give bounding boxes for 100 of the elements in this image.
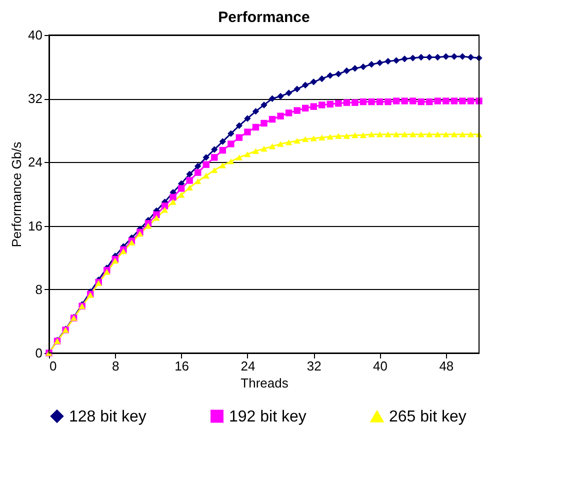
point [153,214,160,221]
point [450,131,458,138]
point [244,128,251,136]
x-tick-label: 40 [373,358,388,374]
point [219,146,226,154]
point [409,54,416,62]
point [450,53,458,60]
point [104,269,110,275]
point [352,99,358,106]
point [178,185,185,192]
point [302,104,309,112]
point [459,131,466,138]
point [219,138,226,145]
point [244,115,251,122]
point [442,98,450,104]
point [426,98,433,106]
point [277,92,284,100]
point [343,67,350,74]
legend-label: 128 bit key [69,408,146,426]
point [244,151,251,158]
point [310,103,317,110]
point [228,130,234,137]
point [194,169,202,176]
point [459,98,466,104]
point [426,54,433,61]
point [161,202,168,210]
point [277,141,284,147]
x-tick-label: 8 [112,358,120,374]
point [202,154,210,161]
point [302,136,309,142]
point [418,131,424,138]
point [368,131,375,138]
legend-label: 192 bit key [229,408,306,426]
chart-title: Performance [218,9,310,26]
point [376,59,384,66]
point [384,58,392,65]
point [228,140,234,148]
x-axis-title: Threads [240,376,289,390]
point [285,139,292,146]
point [426,131,433,138]
point [335,133,342,139]
point [285,90,292,96]
point [326,100,334,108]
point [442,131,450,138]
point [144,222,152,229]
point [434,54,442,61]
point [467,54,474,61]
y-tick-label: 32 [28,91,42,106]
point [409,131,416,138]
point [459,53,466,60]
point [434,131,442,138]
point [202,172,210,179]
point [170,199,176,205]
y-tick-label: 16 [28,218,42,234]
point [442,53,450,60]
point [401,131,408,138]
point [236,122,243,129]
point [194,178,202,184]
point [219,162,226,168]
x-tick-label: 0 [50,358,57,374]
point [294,107,300,114]
point [392,131,400,138]
point [467,131,474,138]
point [186,184,193,191]
point [343,99,350,106]
point [277,112,284,120]
point [310,78,317,86]
point [326,72,334,79]
point [236,134,243,141]
x-tick-label: 16 [174,358,190,374]
point [228,158,234,164]
point [211,154,218,161]
point [170,194,176,201]
point [418,98,424,106]
point [368,61,375,68]
point [252,148,260,154]
point [476,98,482,104]
point [352,65,358,72]
point [211,167,218,174]
point [302,82,309,88]
point [401,55,408,62]
point [211,146,218,153]
legend-label: 265 bit key [389,408,466,426]
point [434,98,442,104]
point [376,98,384,106]
point [368,98,375,106]
point [335,100,342,107]
point [352,132,358,138]
y-tick-label: 0 [35,346,42,360]
y-tick-label: 40 [28,28,42,42]
point [318,75,326,82]
point [260,146,268,152]
point [285,110,292,116]
point [360,98,367,106]
point [318,134,326,140]
point [450,98,458,104]
point [268,116,276,123]
point [401,98,408,104]
point [384,98,392,106]
point [260,102,268,108]
